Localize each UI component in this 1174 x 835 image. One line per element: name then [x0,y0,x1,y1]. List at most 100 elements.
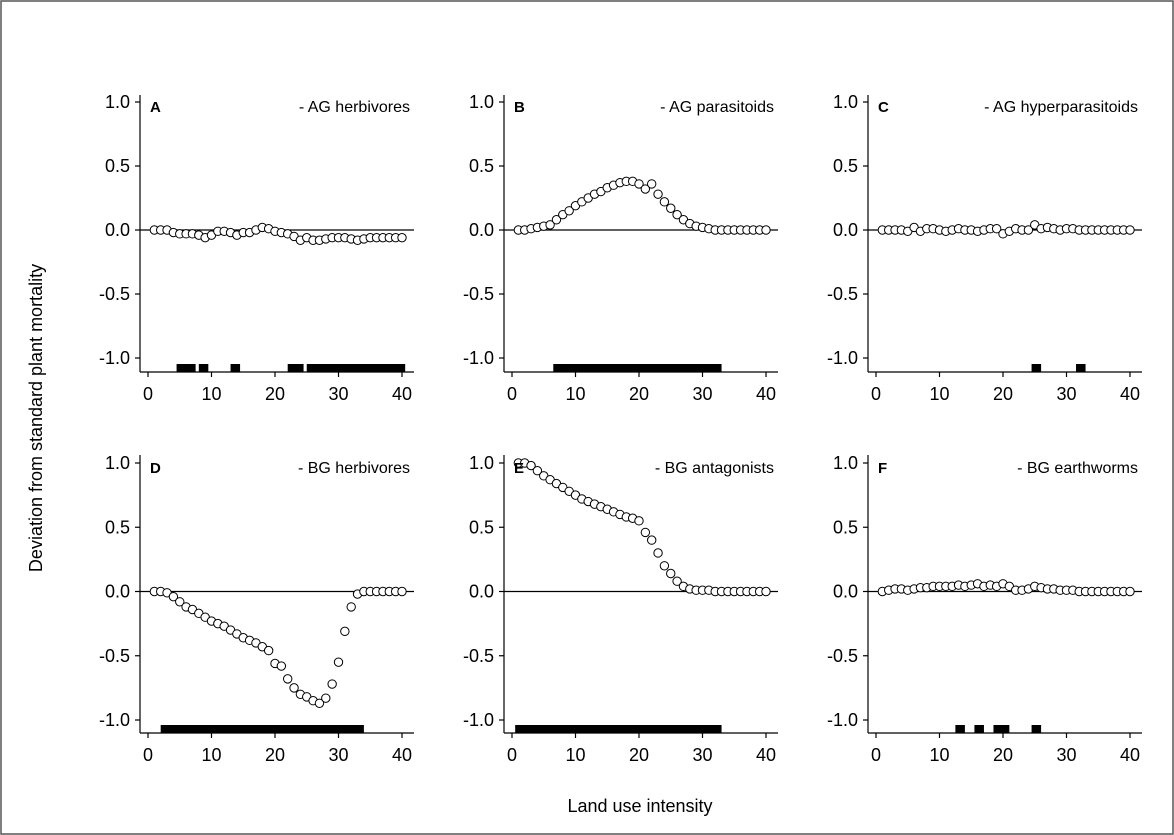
y-tick-label: 1.0 [833,453,858,473]
significance-bar [230,364,241,372]
panel-title: - BG herbivores [298,460,410,477]
y-tick-label: -1.0 [827,348,858,368]
panel-f: 1.0 0.5 0.0 -0.5 -1.0 0 10 20 30 40 F - BG earthwor… [827,453,1142,765]
panel-title: - BG earthworms [1017,460,1138,477]
data-point [168,591,179,602]
y-tick-label: 0.0 [469,220,494,240]
data-point [263,645,274,656]
data-point [659,197,670,207]
y-axis-title: Deviation from standard plant mortality [26,264,46,572]
panel-title: - AG hyperparasitoids [984,99,1138,116]
y-tick-label: -1.0 [463,348,494,368]
x-tick-label: 10 [201,384,221,404]
x-tick-label: 10 [565,384,585,404]
y-tick-label: -0.5 [827,646,858,666]
x-axis-title: Land use intensity [567,796,712,816]
y-tick-label: -0.5 [463,646,494,666]
y-tick-label: 1.0 [833,92,858,112]
significance-bar [993,725,1010,733]
x-tick-label: 30 [692,384,712,404]
x-tick-label: 20 [993,745,1013,765]
data-point [564,206,574,216]
data-point [276,661,287,671]
data-point [551,215,562,225]
y-tick-label: -1.0 [99,348,130,368]
y-tick-label: 0.0 [105,582,130,602]
data-point [321,693,331,703]
data-point [327,679,337,689]
data-point [1023,225,1034,235]
panel-e: 1.0 0.5 0.0 -0.5 -1.0 0 10 20 30 40 E - BG antagoni… [463,453,778,765]
y-tick-label: 0.5 [833,517,858,537]
y-tick-label: 1.0 [105,453,130,473]
data-point [1125,586,1135,597]
panel-c: 1.0 0.5 0.0 -0.5 -1.0 0 10 20 30 40 C - AG hyperpar… [827,92,1142,404]
y-tick-label: -0.5 [99,646,130,666]
y-tick-label: -0.5 [463,284,494,304]
significance-bar [1031,725,1042,733]
y-tick-label: -1.0 [827,710,858,730]
data-point [653,189,663,199]
significance-bar [974,725,984,733]
data-point [761,225,771,235]
panels: 1.0 0.5 0.0 -0.5 -1.0 0 10 20 30 40 A - AG herbivor… [99,92,1142,765]
data-point [991,224,1002,234]
x-tick-label: 40 [756,745,776,765]
significance-bar [955,725,965,733]
x-tick-label: 20 [265,384,285,404]
y-tick-label: 0.0 [469,582,494,602]
data-point [634,516,644,526]
data-point [397,586,407,597]
panel-title: - AG herbivores [299,99,410,116]
y-tick-label: 1.0 [105,92,130,112]
x-tick-label: 0 [507,745,517,765]
significance-bar [176,364,196,372]
x-tick-label: 40 [756,384,776,404]
x-tick-label: 0 [143,745,153,765]
y-tick-label: 0.0 [105,220,130,240]
y-tick-label: -1.0 [99,710,130,730]
y-tick-label: 0.5 [105,156,130,176]
data-point [283,674,293,684]
data-point [314,698,325,708]
x-tick-label: 20 [993,384,1013,404]
panel-letter: B [514,99,525,116]
data-point [761,586,771,597]
data-point [659,561,670,571]
significance-bar [306,364,406,372]
significance-bar [287,364,304,372]
data-point [289,683,299,693]
panel-letter: C [878,99,889,116]
panel-b: 1.0 0.5 0.0 -0.5 -1.0 0 10 20 30 40 B - AG parasito… [463,92,778,404]
data-point [545,220,555,230]
data-point [666,568,676,579]
y-tick-label: -0.5 [99,284,130,304]
x-tick-label: 0 [871,384,881,404]
data-point [653,548,663,558]
x-tick-label: 30 [1056,384,1076,404]
data-point [672,576,682,586]
significance-bar [515,725,722,733]
data-point [340,626,350,637]
x-tick-label: 10 [565,745,585,765]
x-tick-label: 30 [692,745,712,765]
y-tick-label: -0.5 [827,284,858,304]
panel-letter: E [514,460,524,477]
y-tick-label: 0.5 [469,156,494,176]
data-point [532,466,543,476]
data-point [175,597,185,607]
panel-letter: F [878,460,887,477]
significance-bar [160,725,364,733]
data-point [526,460,536,471]
data-point [647,535,657,545]
x-tick-label: 40 [392,384,412,404]
x-tick-label: 20 [629,745,649,765]
y-tick-label: 0.5 [833,156,858,176]
panel-d: 1.0 0.5 0.0 -0.5 -1.0 0 10 20 30 40 D - BG herbivor… [99,453,414,765]
y-tick-label: 0.5 [105,517,130,537]
panel-a: 1.0 0.5 0.0 -0.5 -1.0 0 10 20 30 40 A - AG herbivor… [99,92,414,404]
significance-bar [198,364,209,372]
data-point [640,527,651,538]
